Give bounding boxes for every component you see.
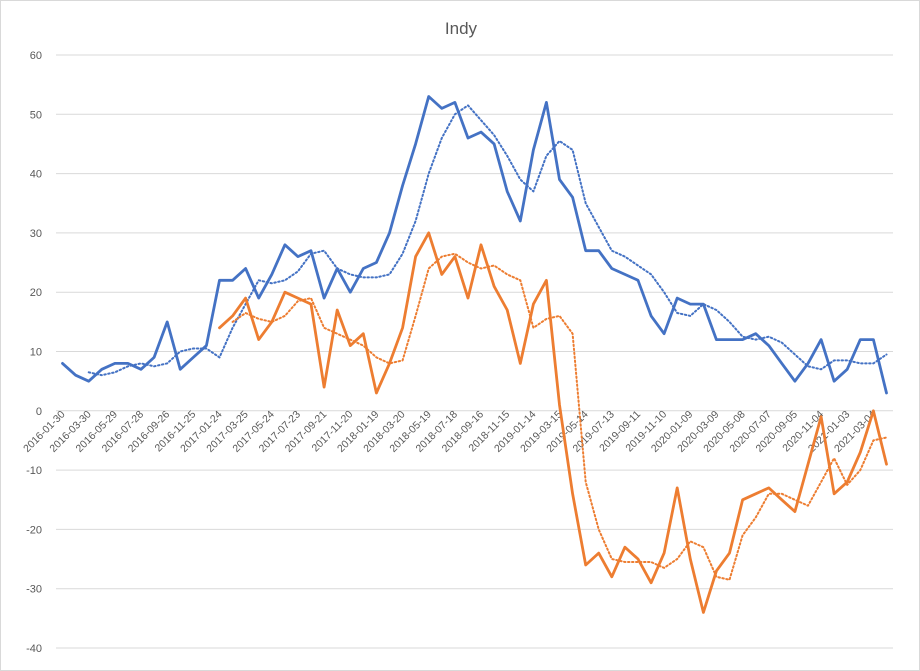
y-tick-label: 60 <box>30 50 42 62</box>
y-tick-label: 0 <box>36 406 42 418</box>
y-tick-label: 30 <box>30 228 42 240</box>
y-tick-label: 40 <box>30 169 42 181</box>
y-tick-label: 50 <box>30 109 42 121</box>
y-tick-label: -30 <box>26 584 42 596</box>
series-line-1 <box>61 95 888 395</box>
y-tick-label: -10 <box>26 465 42 477</box>
y-axis-ticks: 60 50 40 30 20 10 0 -10 -20 -30 -40 <box>26 50 42 655</box>
y-tick-label: 10 <box>30 347 42 359</box>
chart-title: Indy <box>445 19 478 38</box>
y-tick-label: 20 <box>30 287 42 299</box>
x-axis-ticks: 2016-01-302016-03-302016-05-292016-07-28… <box>21 408 878 455</box>
y-tick-label: -40 <box>26 643 42 655</box>
y-tick-label: -20 <box>26 524 42 536</box>
series-line-4 <box>231 252 888 581</box>
gridlines <box>56 54 893 649</box>
series-lines <box>61 95 888 614</box>
series-line-2 <box>87 104 888 377</box>
